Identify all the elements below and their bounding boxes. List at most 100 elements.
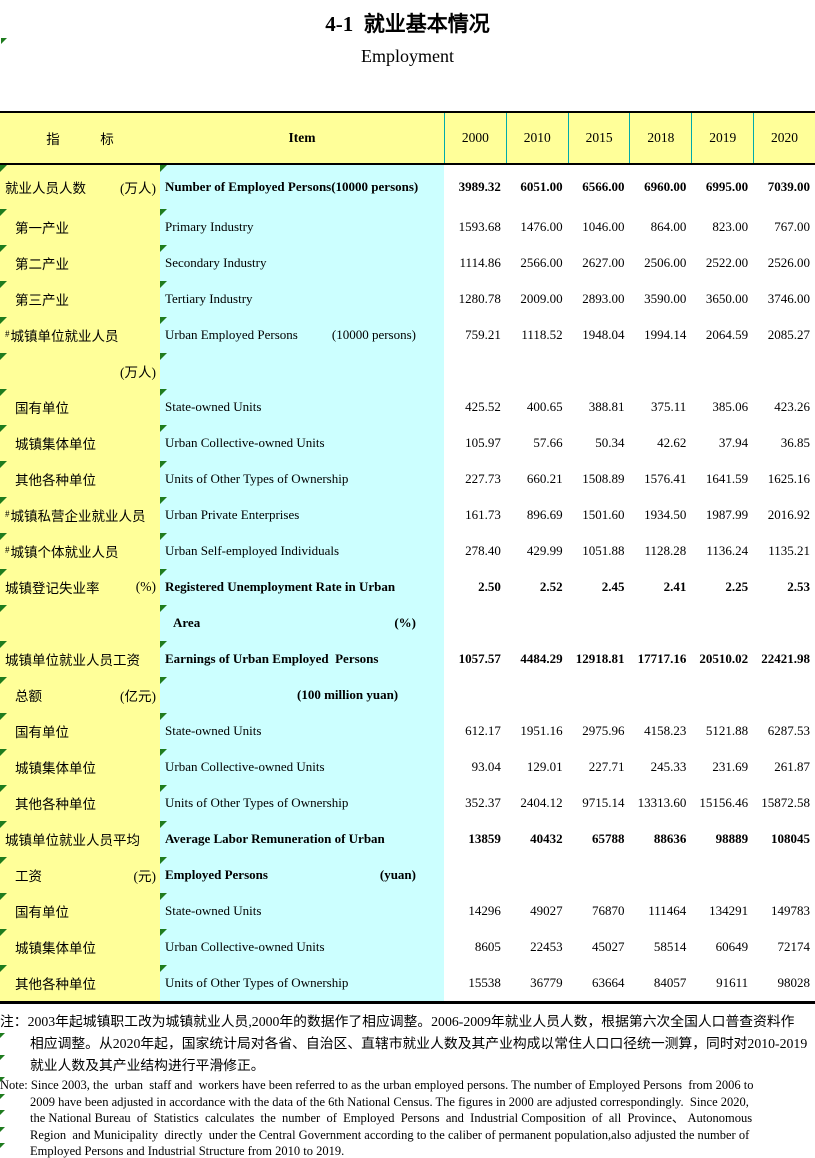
value-cell: 864.00 [629, 209, 692, 245]
error-marker-icon [160, 893, 167, 900]
error-marker-icon [160, 929, 167, 936]
value-cell [444, 857, 506, 893]
value-cell [444, 353, 506, 389]
error-marker-icon [0, 1143, 5, 1149]
value-cell: 42.62 [629, 425, 692, 461]
value-cell: 14296 [444, 893, 506, 929]
indicator-zh-cell: 总额 (亿元) [0, 677, 160, 713]
value-cell: 278.40 [444, 533, 506, 569]
header-indicator-zh: 指 标 [46, 132, 114, 147]
value-cell: 36.85 [753, 425, 815, 461]
value-cell: 1114.86 [444, 245, 506, 281]
value-cell: 72174 [753, 929, 815, 965]
table-body: 就业人员人数 (万人) Number of Employed Persons(100… [0, 165, 815, 1001]
indicator-zh-cell: 其他各种单位 [0, 965, 160, 1001]
error-marker-icon [0, 1126, 5, 1132]
error-marker-icon [0, 425, 7, 432]
value-cell: 2627.00 [567, 245, 630, 281]
value-cell: 161.73 [444, 497, 506, 533]
value-cell [567, 353, 630, 389]
value-cell [753, 353, 815, 389]
value-cell: 17717.16 [629, 641, 692, 677]
value-cell: 759.21 [444, 317, 506, 353]
value-cell: 7039.00 [753, 165, 815, 209]
indicator-zh-cell: 第一产业 [0, 209, 160, 245]
statistics-table: 指 标 Item 2000 2010 2015 2018 2019 2020 就业人员人数… [0, 111, 815, 1004]
value-cell: 2893.00 [567, 281, 630, 317]
table-row: 其他各种单位 Units of Other Types of Ownership 2… [0, 461, 815, 497]
value-cell: 1994.14 [629, 317, 692, 353]
indicator-en-cell: Registered Unemployment Rate in Urban [160, 569, 444, 605]
indicator-zh-label: 城镇集体单位 [15, 941, 96, 956]
value-cell [444, 605, 506, 641]
indicator-zh-cell: 国有单位 [0, 713, 160, 749]
indicator-zh-label: 国有单位 [15, 401, 69, 416]
table-row: 其他各种单位 Units of Other Types of Ownership 3… [0, 785, 815, 821]
header-year: 2018 [629, 113, 691, 163]
value-cell [567, 605, 630, 641]
indicator-en-label: Urban Employed Persons [165, 327, 298, 342]
error-marker-icon [0, 461, 7, 468]
error-marker-icon [160, 497, 167, 504]
value-cell: 6287.53 [753, 713, 815, 749]
error-marker-icon [160, 461, 167, 468]
indicator-en-cell: Tertiary Industry [160, 281, 444, 317]
value-cell: 423.26 [753, 389, 815, 425]
value-cell: 40432 [505, 821, 568, 857]
indicator-en-label: Units of Other Types of Ownership [165, 795, 349, 810]
value-cell: 385.06 [691, 389, 754, 425]
indicator-zh-cell: 城镇集体单位 [0, 749, 160, 785]
error-marker-icon [160, 677, 167, 684]
value-cell: 84057 [629, 965, 692, 1001]
value-cell: 1135.21 [753, 533, 815, 569]
indicator-en-label: State-owned Units [165, 903, 262, 918]
value-cell: 2404.12 [505, 785, 568, 821]
table-row: 就业人员人数 (万人) Number of Employed Persons(100… [0, 165, 815, 209]
value-cell [505, 857, 568, 893]
value-cell: 227.73 [444, 461, 506, 497]
indicator-en-cell: State-owned Units [160, 893, 444, 929]
indicator-zh-label: 第一产业 [15, 221, 69, 236]
indicator-zh-cell: 工资 (元) [0, 857, 160, 893]
note-en-line: the National Bureau of Statistics calcul… [0, 1110, 815, 1127]
indicator-en-label: Registered Unemployment Rate in Urban [165, 579, 396, 594]
table-row: 工资 (元) Employed Persons (yuan) [0, 857, 815, 893]
indicator-en-cell: Urban Private Enterprises [160, 497, 444, 533]
table-row: 其他各种单位 Units of Other Types of Ownership 1… [0, 965, 815, 1001]
indicator-en-cell: State-owned Units [160, 713, 444, 749]
error-marker-icon [0, 1077, 5, 1082]
error-marker-icon [160, 857, 167, 864]
error-marker-icon [0, 533, 7, 540]
indicator-en-label: Employed Persons [165, 867, 268, 882]
error-marker-icon [160, 353, 167, 360]
indicator-en-label: Urban Self-employed Individuals [165, 543, 340, 558]
value-cell: 2.25 [691, 569, 754, 605]
indicator-en-label: Earnings of Urban Employed Persons [165, 651, 379, 666]
table-row: 国有单位 State-owned Units 425.52 400.65 388.81 3… [0, 389, 815, 425]
value-cell: 1128.28 [629, 533, 692, 569]
value-cell: 91611 [691, 965, 754, 1001]
note-zh-line: 相应调整。从2020年起，国家统计局对各省、自治区、直辖市就业人数及其产业构成以… [0, 1033, 815, 1055]
value-cell [505, 677, 568, 713]
indicator-en-unit: (100 million yuan) [297, 687, 399, 702]
value-cell: 3989.32 [444, 165, 506, 209]
value-cell: 129.01 [505, 749, 568, 785]
indicator-zh-cell: 城镇登记失业率 (%) [0, 569, 160, 605]
indicator-zh-cell: 第三产业 [0, 281, 160, 317]
value-cell: 388.81 [567, 389, 630, 425]
error-marker-icon [160, 785, 167, 792]
value-cell [505, 605, 568, 641]
value-cell: 896.69 [505, 497, 568, 533]
indicator-zh-cell: 城镇单位就业人员平均 [0, 821, 160, 857]
value-cell: 2522.00 [691, 245, 754, 281]
value-cell [753, 677, 815, 713]
indicator-en-cell: Area (%) [160, 605, 444, 641]
indicator-zh-cell: 其他各种单位 [0, 461, 160, 497]
indicator-en-cell: Average Labor Remuneration of Urban [160, 821, 444, 857]
value-cell: 1625.16 [753, 461, 815, 497]
value-cell: 45027 [567, 929, 630, 965]
header-item: Item [288, 130, 316, 145]
error-marker-icon [0, 605, 7, 612]
error-marker-icon [0, 389, 7, 396]
